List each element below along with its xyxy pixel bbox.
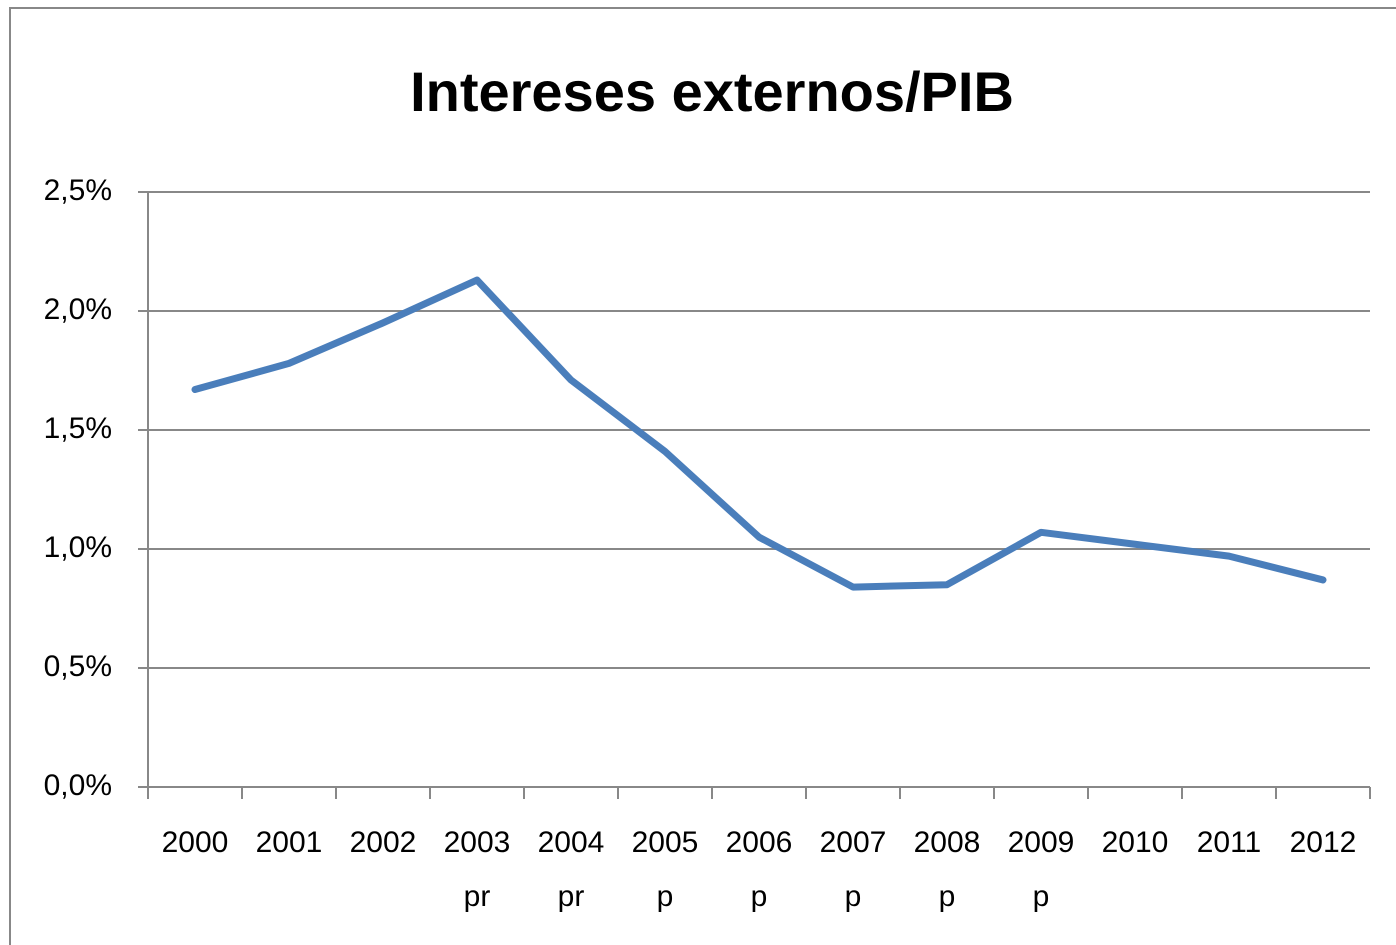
x-tick-label: p [1033,880,1050,913]
y-tick-label: 2,0% [44,293,112,326]
x-tick-label: p [657,880,674,913]
x-tick-label: 2001 [256,826,323,859]
data-line [191,276,1327,591]
x-tick-label: p [845,880,862,913]
x-tick-label: p [751,880,768,913]
x-tick-label: 2010 [1102,826,1169,859]
x-tick-label: 2003 [444,826,511,859]
chart-frame [9,7,1396,945]
x-tick-label: 2000 [162,826,229,859]
x-tick-label: 2002 [350,826,417,859]
x-tick-label: 2008 [914,826,981,859]
x-tick-label: 2004 [538,826,605,859]
x-tick-label: 2007 [820,826,887,859]
y-tick-label: 1,5% [44,412,112,445]
x-tick-label: 2009 [1008,826,1075,859]
x-tick-label: pr [464,880,491,913]
chart-title: Intereses externos/PIB [410,60,1014,123]
x-tick-label: 2011 [1197,826,1262,859]
y-tick-label: 0,5% [44,650,112,683]
x-tick-label: 2012 [1290,826,1357,859]
x-tick-label: pr [558,880,585,913]
y-tick-label: 0,0% [44,769,112,802]
y-tick-label: 2,5% [44,174,112,207]
y-tick-label: 1,0% [44,531,112,564]
x-tick-label: 2005 [632,826,699,859]
x-tick-label: p [939,880,956,913]
x-tick-label: 2006 [726,826,793,859]
